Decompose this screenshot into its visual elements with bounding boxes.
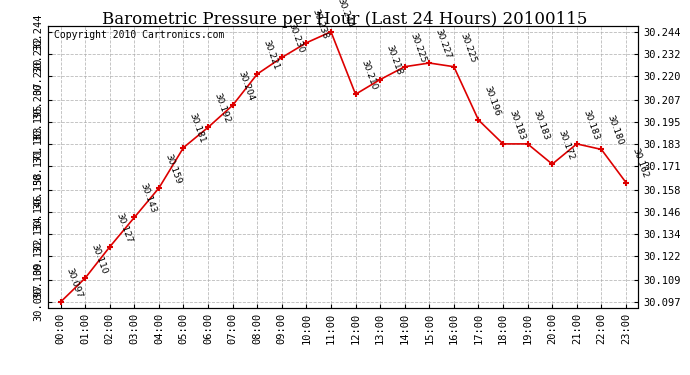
- Text: 30.181: 30.181: [188, 112, 207, 145]
- Text: 30.172: 30.172: [556, 129, 575, 161]
- Text: 30.143: 30.143: [139, 182, 158, 214]
- Text: 30.225: 30.225: [458, 32, 477, 64]
- Text: 30.159: 30.159: [163, 153, 182, 185]
- Text: Copyright 2010 Cartronics.com: Copyright 2010 Cartronics.com: [55, 30, 224, 40]
- Text: 30.225: 30.225: [409, 32, 428, 64]
- Text: Barometric Pressure per Hour (Last 24 Hours) 20100115: Barometric Pressure per Hour (Last 24 Ho…: [102, 11, 588, 28]
- Text: 30.110: 30.110: [89, 243, 108, 275]
- Text: 30.210: 30.210: [359, 59, 379, 92]
- Text: 30.127: 30.127: [114, 211, 133, 244]
- Text: 30.183: 30.183: [507, 108, 526, 141]
- Text: 30.230: 30.230: [286, 22, 305, 55]
- Text: 30.238: 30.238: [310, 8, 330, 40]
- Text: 30.221: 30.221: [262, 39, 281, 71]
- Text: 30.218: 30.218: [384, 44, 404, 77]
- Text: 30.097: 30.097: [65, 266, 84, 299]
- Text: 30.183: 30.183: [581, 108, 600, 141]
- Text: 30.204: 30.204: [237, 70, 256, 102]
- Text: 30.183: 30.183: [532, 108, 551, 141]
- Text: 30.196: 30.196: [482, 84, 502, 117]
- Text: 30.162: 30.162: [630, 147, 649, 180]
- Text: 30.192: 30.192: [213, 92, 231, 124]
- Text: 30.244: 30.244: [335, 0, 354, 29]
- Text: 30.227: 30.227: [433, 28, 453, 60]
- Text: 30.180: 30.180: [606, 114, 625, 147]
